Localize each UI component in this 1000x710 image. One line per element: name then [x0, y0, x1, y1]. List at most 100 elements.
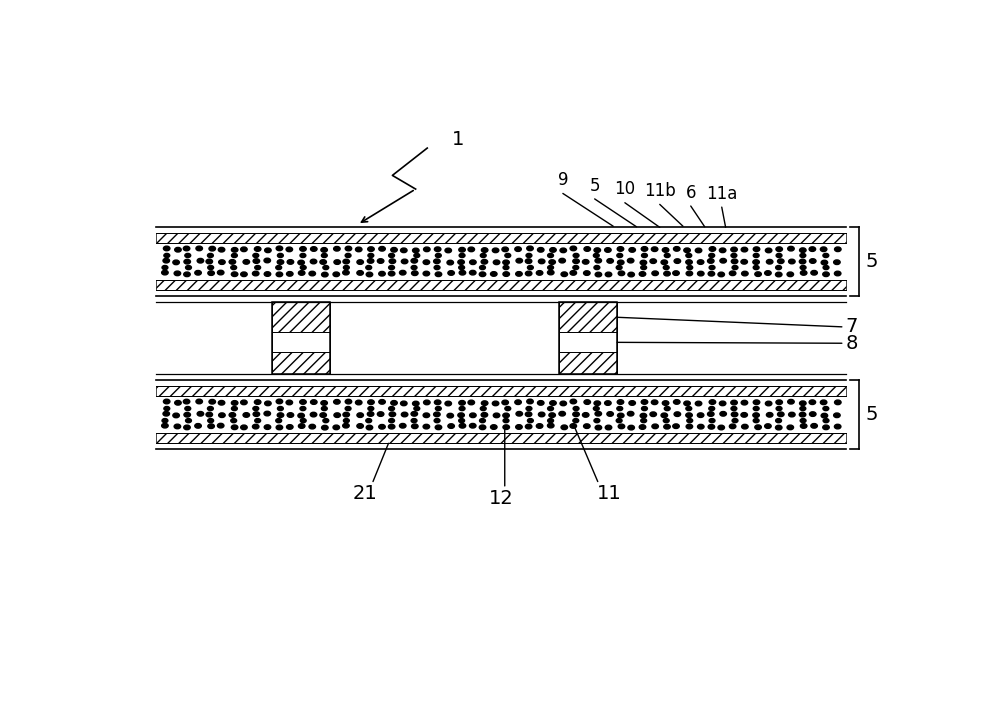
Circle shape [241, 247, 247, 251]
Circle shape [516, 412, 523, 416]
Circle shape [652, 424, 658, 429]
Circle shape [183, 399, 190, 404]
Circle shape [823, 407, 829, 410]
Circle shape [343, 419, 349, 422]
Circle shape [550, 248, 556, 252]
Circle shape [800, 419, 806, 422]
Circle shape [516, 258, 523, 263]
Circle shape [547, 423, 554, 428]
Circle shape [163, 258, 170, 263]
Circle shape [379, 425, 385, 429]
Circle shape [664, 425, 670, 429]
Text: 5: 5 [865, 252, 878, 271]
Circle shape [377, 412, 384, 416]
Circle shape [413, 248, 419, 253]
Circle shape [287, 260, 294, 264]
Circle shape [753, 266, 759, 270]
Circle shape [595, 272, 602, 277]
Circle shape [776, 400, 782, 405]
Circle shape [753, 413, 759, 417]
Text: 10: 10 [614, 180, 635, 198]
Circle shape [401, 413, 408, 417]
Circle shape [423, 271, 430, 275]
Circle shape [720, 412, 726, 416]
Circle shape [195, 424, 201, 428]
Circle shape [411, 266, 417, 270]
Circle shape [388, 271, 395, 276]
Circle shape [357, 260, 363, 264]
Circle shape [617, 246, 624, 251]
Circle shape [445, 248, 451, 253]
Circle shape [175, 247, 181, 252]
Circle shape [753, 253, 759, 258]
Circle shape [196, 246, 202, 251]
Circle shape [195, 271, 201, 275]
Circle shape [664, 253, 670, 258]
Circle shape [162, 271, 168, 275]
Circle shape [731, 253, 737, 258]
Circle shape [561, 425, 568, 430]
Circle shape [310, 413, 317, 417]
Circle shape [573, 407, 579, 410]
Circle shape [570, 246, 577, 251]
Text: 9: 9 [558, 171, 568, 189]
Circle shape [686, 407, 692, 410]
Circle shape [516, 272, 522, 276]
Circle shape [389, 419, 395, 422]
Circle shape [162, 423, 168, 428]
Circle shape [459, 248, 465, 252]
Circle shape [492, 401, 499, 405]
Circle shape [538, 413, 545, 417]
Circle shape [231, 425, 238, 430]
Circle shape [264, 425, 271, 430]
Circle shape [265, 401, 271, 405]
Circle shape [641, 246, 648, 251]
Circle shape [448, 271, 454, 275]
Circle shape [573, 419, 579, 422]
Circle shape [367, 258, 374, 263]
Circle shape [423, 260, 430, 265]
Circle shape [320, 413, 326, 417]
Circle shape [616, 266, 622, 270]
Text: 11b: 11b [644, 182, 676, 200]
Circle shape [231, 272, 238, 276]
Circle shape [345, 246, 352, 251]
Circle shape [468, 400, 475, 405]
Circle shape [834, 413, 840, 417]
Circle shape [732, 266, 738, 270]
Circle shape [264, 272, 271, 276]
Circle shape [766, 259, 773, 264]
Circle shape [800, 407, 806, 410]
Circle shape [459, 266, 465, 270]
Circle shape [343, 413, 349, 417]
Circle shape [640, 261, 647, 265]
Circle shape [789, 413, 795, 417]
Circle shape [173, 413, 179, 417]
Circle shape [800, 253, 806, 258]
Circle shape [368, 400, 374, 405]
Circle shape [684, 401, 690, 405]
Circle shape [618, 424, 625, 429]
Circle shape [468, 247, 475, 251]
Circle shape [570, 399, 577, 404]
Circle shape [503, 266, 509, 270]
Circle shape [661, 413, 668, 417]
Circle shape [389, 253, 395, 258]
Circle shape [231, 407, 237, 410]
Circle shape [434, 247, 441, 251]
Circle shape [593, 253, 599, 258]
Text: 1: 1 [452, 131, 464, 149]
Circle shape [627, 411, 634, 416]
Circle shape [584, 271, 590, 275]
Circle shape [641, 400, 648, 404]
Circle shape [617, 253, 623, 258]
Circle shape [412, 424, 418, 429]
Circle shape [206, 259, 213, 264]
Circle shape [334, 400, 340, 404]
Circle shape [469, 271, 476, 275]
Circle shape [208, 419, 214, 422]
Circle shape [536, 271, 543, 275]
Circle shape [505, 407, 511, 410]
Circle shape [627, 258, 634, 263]
Circle shape [708, 425, 715, 429]
